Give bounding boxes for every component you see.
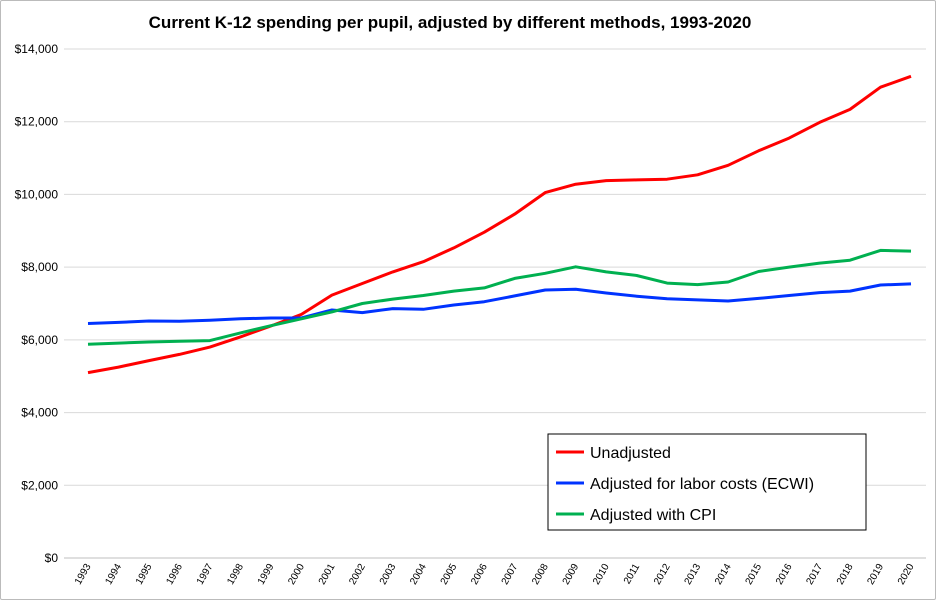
x-tick-label: 1993 [73,562,94,587]
x-tick-label: 2012 [652,562,673,587]
x-tick-label: 2009 [561,562,582,587]
x-tick-label: 2016 [774,562,795,587]
x-tick-label: 2004 [408,562,429,587]
y-tick-label: $4,000 [21,406,58,420]
legend-box [547,433,867,531]
legend-label: Adjusted with CPI [590,507,716,524]
x-tick-label: 2001 [317,562,338,587]
x-tick-label: 2003 [378,562,399,587]
x-tick-label: 2000 [286,562,307,587]
x-tick-label: 2010 [591,562,612,587]
x-tick-label: 2019 [865,562,886,587]
y-tick-label: $6,000 [21,333,58,347]
x-tick-label: 2017 [805,562,826,587]
x-tick-label: 1998 [225,562,246,587]
x-tick-label: 1996 [164,562,185,587]
x-tick-label: 2006 [469,562,490,587]
x-tick-label: 2020 [896,562,917,587]
x-tick-label: 2008 [530,562,551,587]
series-line-2 [87,282,912,325]
x-tick-label: 2007 [500,562,521,587]
y-tick-label: $2,000 [21,478,58,492]
chart-title: Current K-12 spending per pupil, adjuste… [149,13,752,32]
y-tick-label: $0 [45,551,59,565]
x-tick-label: 1999 [256,562,277,587]
x-tick-label: 2015 [744,562,765,587]
series-line-1 [87,74,912,375]
y-tick-label: $12,000 [15,115,59,129]
x-tick-label: 2014 [713,562,734,587]
x-tick-label: 2005 [439,562,460,587]
legend-label: Unadjusted [590,445,671,462]
x-tick-label: 2018 [835,562,856,587]
legend-label: Adjusted for labor costs (ECWI) [590,476,814,493]
x-tick-label: 2013 [683,562,704,587]
x-tick-label: 1995 [134,562,155,587]
x-tick-label: 2002 [347,562,368,587]
y-tick-label: $10,000 [15,187,59,201]
x-tick-label: 1994 [103,562,124,587]
x-tick-label: 2011 [622,562,642,587]
series-line-3 [87,248,912,346]
y-tick-label: $8,000 [21,260,58,274]
y-tick-label: $14,000 [15,42,59,56]
x-tick-label: 1997 [195,562,216,587]
